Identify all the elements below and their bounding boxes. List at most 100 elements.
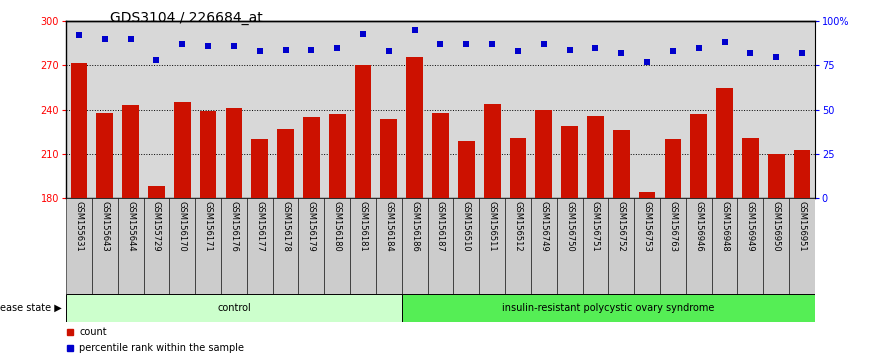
Text: GSM156171: GSM156171 — [204, 201, 212, 252]
Text: GSM155644: GSM155644 — [126, 201, 135, 252]
Point — [666, 48, 680, 54]
Bar — [794, 149, 811, 354]
Point — [356, 31, 370, 36]
Bar — [66, 198, 92, 294]
Text: GSM156753: GSM156753 — [642, 201, 652, 252]
Point — [640, 59, 654, 65]
Bar — [221, 198, 247, 294]
Bar — [454, 198, 479, 294]
Bar — [531, 198, 557, 294]
Point — [123, 36, 137, 42]
Text: count: count — [79, 327, 107, 337]
Text: GSM156951: GSM156951 — [797, 201, 806, 252]
Bar — [324, 198, 350, 294]
Bar — [639, 192, 655, 354]
Point — [227, 43, 241, 49]
Point — [278, 47, 292, 52]
Bar — [664, 139, 681, 354]
Text: GSM156510: GSM156510 — [462, 201, 470, 252]
Bar — [484, 104, 500, 354]
Point — [98, 36, 112, 42]
Text: GSM156179: GSM156179 — [307, 201, 316, 252]
Text: GSM156750: GSM156750 — [565, 201, 574, 252]
Point — [381, 48, 396, 54]
Point — [175, 41, 189, 47]
Point — [433, 41, 448, 47]
Bar — [303, 117, 320, 354]
Bar — [582, 198, 609, 294]
Text: GSM156950: GSM156950 — [772, 201, 781, 252]
Text: GSM156763: GSM156763 — [669, 201, 677, 252]
Bar — [479, 198, 505, 294]
Bar — [763, 198, 789, 294]
Text: GSM155729: GSM155729 — [152, 201, 161, 252]
Text: GDS3104 / 226684_at: GDS3104 / 226684_at — [110, 11, 263, 25]
Text: GSM156512: GSM156512 — [514, 201, 522, 252]
Bar — [536, 110, 552, 354]
Bar — [427, 198, 454, 294]
Bar — [685, 198, 712, 294]
Bar — [609, 198, 634, 294]
Bar — [789, 198, 815, 294]
Text: GSM156749: GSM156749 — [539, 201, 548, 252]
Text: GSM156170: GSM156170 — [178, 201, 187, 252]
Bar — [381, 119, 397, 354]
Bar — [768, 154, 785, 354]
Text: GSM156752: GSM156752 — [617, 201, 626, 252]
Point — [537, 41, 551, 47]
Text: GSM156948: GSM156948 — [720, 201, 729, 252]
Bar — [329, 114, 345, 354]
Bar — [196, 198, 221, 294]
Text: GSM156751: GSM156751 — [591, 201, 600, 252]
Bar — [691, 114, 707, 354]
Bar — [712, 198, 737, 294]
Bar — [350, 198, 376, 294]
Bar — [226, 108, 242, 354]
Bar — [278, 129, 294, 354]
Text: GSM156511: GSM156511 — [488, 201, 497, 252]
Bar — [96, 113, 113, 354]
Text: GSM155643: GSM155643 — [100, 201, 109, 252]
Point — [589, 45, 603, 51]
Bar — [634, 198, 660, 294]
Bar — [376, 198, 402, 294]
Bar — [660, 198, 685, 294]
Bar — [355, 65, 372, 354]
Bar — [737, 198, 763, 294]
Text: GSM156186: GSM156186 — [411, 201, 419, 252]
Point — [769, 54, 783, 59]
Point — [614, 50, 628, 56]
Bar — [169, 198, 196, 294]
Bar — [742, 138, 759, 354]
Bar — [92, 198, 118, 294]
Point — [717, 40, 731, 45]
Point — [253, 48, 267, 54]
Point — [485, 41, 500, 47]
Bar — [148, 187, 165, 354]
Bar — [144, 198, 169, 294]
Text: insulin-resistant polycystic ovary syndrome: insulin-resistant polycystic ovary syndr… — [502, 303, 714, 313]
Bar — [247, 198, 272, 294]
Point — [72, 33, 86, 38]
Bar — [70, 63, 87, 354]
Bar — [122, 105, 139, 354]
Bar — [299, 198, 324, 294]
Text: GSM156184: GSM156184 — [384, 201, 393, 252]
Bar — [613, 130, 630, 354]
Text: GSM156176: GSM156176 — [229, 201, 239, 252]
Bar — [587, 116, 603, 354]
Bar — [716, 88, 733, 354]
Bar — [406, 57, 423, 354]
Text: GSM156181: GSM156181 — [359, 201, 367, 252]
Bar — [458, 141, 475, 354]
Bar — [251, 139, 268, 354]
Point — [408, 27, 422, 33]
Bar — [557, 198, 582, 294]
Bar — [505, 198, 531, 294]
Text: GSM156946: GSM156946 — [694, 201, 703, 252]
Point — [304, 47, 318, 52]
Point — [744, 50, 758, 56]
Bar — [432, 113, 449, 354]
Bar — [66, 294, 402, 322]
Text: GSM155631: GSM155631 — [75, 201, 84, 252]
